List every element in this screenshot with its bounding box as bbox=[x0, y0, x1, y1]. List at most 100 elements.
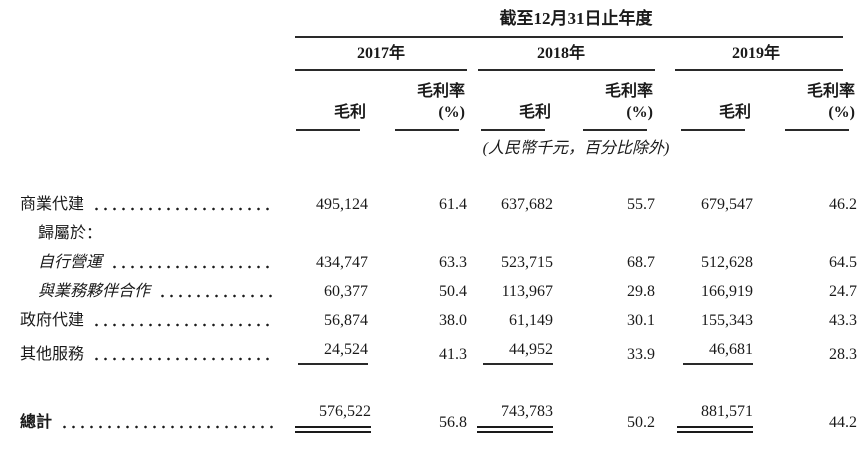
cell-gp-2018: 61,149 bbox=[509, 312, 553, 329]
cell-gp-2017: 24,524 bbox=[295, 336, 368, 370]
cell-margin-2017: 61.4 bbox=[439, 196, 467, 213]
dot-leader bbox=[92, 345, 273, 365]
row-label-text: 與業務夥伴合作 bbox=[38, 283, 151, 300]
cell-margin-2018: 30.1 bbox=[627, 312, 655, 329]
row-label: 歸屬於： bbox=[20, 220, 295, 249]
row-label-text: 歸屬於： bbox=[38, 225, 103, 242]
col-rule bbox=[583, 129, 647, 131]
gross-margin-label: 毛利率 bbox=[604, 83, 653, 100]
cell-gp-2017: 56,874 bbox=[324, 312, 368, 329]
spacer bbox=[20, 159, 857, 191]
col-header-gross-profit-2019: 毛利 bbox=[655, 92, 753, 131]
year-rule-2017 bbox=[295, 69, 467, 71]
dot-leader bbox=[110, 253, 273, 273]
year-label-2017: 2017年 bbox=[356, 45, 405, 62]
table-title: 截至12月31日止年度 bbox=[499, 9, 653, 28]
cell-gp-2019: 166,919 bbox=[701, 283, 753, 300]
gross-margin-label: 毛利率 bbox=[806, 83, 855, 100]
cell-gp-2019: 881,571 bbox=[655, 398, 753, 438]
cell-gp-2019: 46,681 bbox=[655, 336, 753, 370]
cell-gp-2017: 60,377 bbox=[324, 283, 368, 300]
dot-leader bbox=[60, 413, 273, 433]
cell-margin-2019: 44.2 bbox=[829, 414, 857, 431]
cell-gp-2018: 523,715 bbox=[501, 254, 553, 271]
dot-leader bbox=[92, 195, 273, 215]
cell-margin-2017: 41.3 bbox=[439, 346, 467, 363]
cell-gp-2019: 155,343 bbox=[701, 312, 753, 329]
gross-profit-table: 截至12月31日止年度 2017年 2018年 2019年 bbox=[20, 8, 864, 438]
cell-margin-2017: 50.4 bbox=[439, 283, 467, 300]
spacer bbox=[20, 370, 857, 398]
cell-margin-2017: 38.0 bbox=[439, 312, 467, 329]
gross-profit-label: 毛利 bbox=[333, 104, 366, 121]
cell-gp-2019 bbox=[655, 240, 753, 249]
row-label: 與業務夥伴合作 bbox=[20, 278, 295, 307]
dot-leader bbox=[158, 282, 273, 302]
year-label-2018: 2018年 bbox=[536, 45, 585, 62]
cell-margin-2018: 33.9 bbox=[627, 346, 655, 363]
cell-margin-2018: 55.7 bbox=[627, 196, 655, 213]
header-top-rule bbox=[295, 36, 843, 38]
row-label: 總計 bbox=[20, 409, 295, 438]
row-label: 商業代建 bbox=[20, 191, 295, 220]
cell-margin-2017 bbox=[368, 240, 467, 249]
cell-margin-2018: 68.7 bbox=[627, 254, 655, 271]
cell-margin-2018: 50.2 bbox=[627, 414, 655, 431]
cell-margin-2019: 64.5 bbox=[829, 254, 857, 271]
cell-gp-2018: 113,967 bbox=[501, 283, 553, 300]
cell-margin-2018 bbox=[553, 240, 655, 249]
cell-gp-2017: 576,522 bbox=[295, 398, 371, 438]
col-header-margin-2017: 毛利率 (%) bbox=[368, 71, 467, 131]
row-label-text: 政府代建 bbox=[20, 312, 85, 329]
gross-margin-percent-label: (%) bbox=[828, 104, 855, 121]
total-double-rule: 576,522 bbox=[295, 402, 371, 433]
cell-gp-2019: 512,628 bbox=[701, 254, 753, 271]
col-rule bbox=[395, 129, 459, 131]
col-header-margin-2019: 毛利率 (%) bbox=[753, 71, 857, 131]
row-label-text: 總計 bbox=[20, 414, 53, 431]
gross-profit-label: 毛利 bbox=[518, 104, 551, 121]
total-double-rule: 743,783 bbox=[477, 402, 553, 433]
row-label-text: 商業代建 bbox=[20, 196, 85, 213]
year-header-2018: 2018年 bbox=[467, 38, 655, 71]
year-header-2017: 2017年 bbox=[295, 38, 467, 71]
row-label: 政府代建 bbox=[20, 307, 295, 336]
col-rule bbox=[785, 129, 849, 131]
cell-margin-2019: 28.3 bbox=[829, 346, 857, 363]
cell-margin-2018: 29.8 bbox=[627, 283, 655, 300]
year-rule-2018 bbox=[478, 69, 655, 71]
subtotal-rule: 46,681 bbox=[683, 340, 753, 365]
col-header-margin-2018: 毛利率 (%) bbox=[553, 71, 655, 131]
cell-gp-2018: 44,952 bbox=[467, 336, 553, 370]
row-label-text: 其他服務 bbox=[20, 346, 85, 363]
cell-gp-2018 bbox=[467, 240, 553, 249]
cell-margin-2019: 43.3 bbox=[829, 312, 857, 329]
year-header-2019: 2019年 bbox=[655, 38, 857, 71]
cell-gp-2018: 637,682 bbox=[501, 196, 553, 213]
cell-gp-2017 bbox=[295, 240, 368, 249]
cell-margin-2019: 24.7 bbox=[829, 283, 857, 300]
gross-margin-percent-label: (%) bbox=[438, 104, 465, 121]
cell-gp-2017: 434,747 bbox=[316, 254, 368, 271]
year-rule-2019 bbox=[675, 69, 843, 71]
row-label: 自行營運 bbox=[20, 249, 295, 278]
unit-note: (人民幣千元，百分比除外) bbox=[482, 140, 670, 157]
subtotal-rule: 44,952 bbox=[483, 340, 553, 365]
cell-margin-2019 bbox=[753, 240, 857, 249]
cell-gp-2019: 679,547 bbox=[701, 196, 753, 213]
row-label-text: 自行營運 bbox=[38, 254, 103, 271]
col-rule bbox=[681, 129, 745, 131]
cell-margin-2017: 56.8 bbox=[439, 414, 467, 431]
gross-profit-label: 毛利 bbox=[718, 104, 751, 121]
cell-margin-2019: 46.2 bbox=[829, 196, 857, 213]
dot-leader bbox=[92, 311, 273, 331]
col-header-gross-profit-2017: 毛利 bbox=[295, 92, 368, 131]
col-rule bbox=[296, 129, 360, 131]
gross-margin-percent-label: (%) bbox=[626, 104, 653, 121]
financial-report-page: 截至12月31日止年度 2017年 2018年 2019年 bbox=[20, 8, 864, 438]
cell-gp-2017: 495,124 bbox=[316, 196, 368, 213]
subtotal-rule: 24,524 bbox=[298, 340, 368, 365]
total-double-rule: 881,571 bbox=[677, 402, 753, 433]
row-label: 其他服務 bbox=[20, 341, 295, 370]
col-rule bbox=[481, 129, 545, 131]
